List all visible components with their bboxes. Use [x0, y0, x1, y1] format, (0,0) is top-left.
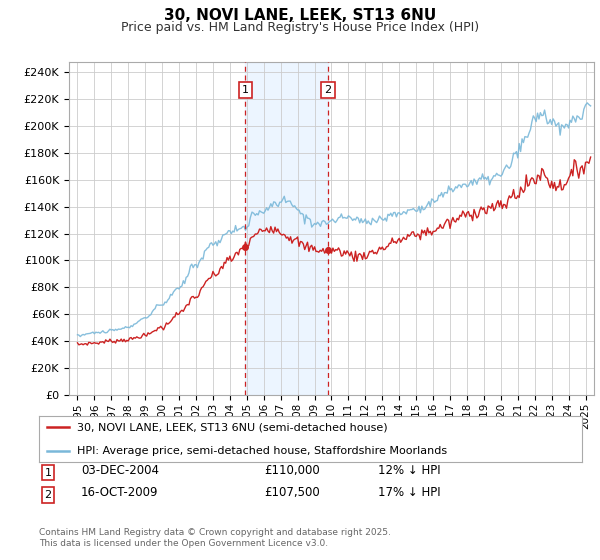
Text: 2: 2	[325, 85, 332, 95]
Text: 16-OCT-2009: 16-OCT-2009	[81, 486, 158, 500]
Text: 1: 1	[44, 468, 52, 478]
Text: Price paid vs. HM Land Registry's House Price Index (HPI): Price paid vs. HM Land Registry's House …	[121, 21, 479, 34]
Bar	[245, 62, 328, 395]
Text: 17% ↓ HPI: 17% ↓ HPI	[378, 486, 440, 500]
Text: HPI: Average price, semi-detached house, Staffordshire Moorlands: HPI: Average price, semi-detached house,…	[77, 446, 447, 456]
Text: 30, NOVI LANE, LEEK, ST13 6NU (semi-detached house): 30, NOVI LANE, LEEK, ST13 6NU (semi-deta…	[77, 422, 388, 432]
Text: 12% ↓ HPI: 12% ↓ HPI	[378, 464, 440, 477]
Text: £110,000: £110,000	[264, 464, 320, 477]
Text: 03-DEC-2004: 03-DEC-2004	[81, 464, 159, 477]
Text: 1: 1	[242, 85, 249, 95]
Text: 2: 2	[44, 490, 52, 500]
Text: £107,500: £107,500	[264, 486, 320, 500]
Text: Contains HM Land Registry data © Crown copyright and database right 2025.
This d: Contains HM Land Registry data © Crown c…	[39, 528, 391, 548]
Text: 30, NOVI LANE, LEEK, ST13 6NU: 30, NOVI LANE, LEEK, ST13 6NU	[164, 8, 436, 24]
